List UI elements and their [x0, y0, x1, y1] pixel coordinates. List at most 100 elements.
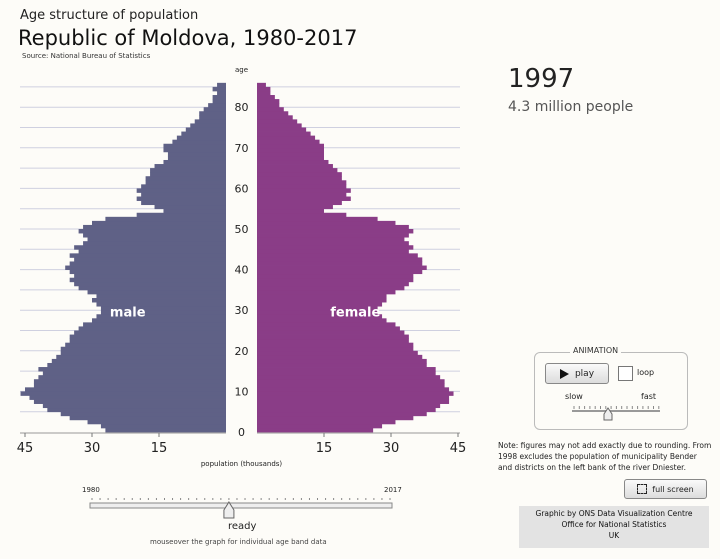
bar-female[interactable] — [257, 123, 302, 128]
bar-male[interactable] — [42, 403, 226, 409]
bar-male[interactable] — [83, 224, 226, 230]
bar-female[interactable] — [257, 180, 347, 185]
bar-male[interactable] — [38, 367, 227, 372]
bar-male[interactable] — [74, 273, 226, 279]
bar-male[interactable] — [69, 277, 227, 283]
bar-male[interactable] — [217, 90, 226, 96]
bar-female[interactable] — [257, 330, 405, 335]
bar-male[interactable] — [33, 383, 226, 388]
bar-male[interactable] — [172, 139, 226, 145]
bar-male[interactable] — [136, 196, 226, 201]
bar-female[interactable] — [257, 90, 271, 96]
bar-female[interactable] — [257, 289, 396, 295]
timeline-slider-thumb[interactable] — [223, 501, 235, 519]
bar-male[interactable] — [167, 151, 226, 157]
bar-female[interactable] — [257, 322, 396, 327]
bar-female[interactable] — [257, 143, 324, 149]
bar-female[interactable] — [257, 176, 342, 181]
bar-female[interactable] — [257, 265, 427, 270]
bar-female[interactable] — [257, 395, 450, 400]
bar-male[interactable] — [74, 330, 226, 335]
bar-female[interactable] — [257, 362, 427, 368]
bar-male[interactable] — [105, 427, 226, 433]
bar-male[interactable] — [87, 419, 227, 425]
bar-female[interactable] — [257, 403, 441, 409]
bar-female[interactable] — [257, 172, 342, 177]
bar-female[interactable] — [257, 192, 347, 197]
bar-female[interactable] — [257, 298, 387, 303]
play-button[interactable]: play — [545, 363, 609, 384]
bar-female[interactable] — [257, 257, 423, 262]
bar-female[interactable] — [257, 423, 383, 429]
bar-male[interactable] — [87, 289, 227, 295]
bar-male[interactable] — [212, 86, 226, 92]
bar-female[interactable] — [257, 383, 445, 388]
bar-female[interactable] — [257, 391, 454, 396]
bar-male[interactable] — [78, 249, 226, 254]
bar-male[interactable] — [74, 245, 226, 250]
bar-female[interactable] — [257, 164, 333, 169]
bar-female[interactable] — [257, 399, 450, 404]
bar-female[interactable] — [257, 367, 436, 372]
bar-male[interactable] — [83, 241, 226, 246]
bar-male[interactable] — [69, 261, 227, 266]
bar-male[interactable] — [154, 164, 226, 169]
bar-male[interactable] — [47, 407, 227, 413]
bar-male[interactable] — [141, 184, 226, 189]
bar-male[interactable] — [163, 147, 226, 153]
bar-male[interactable] — [74, 257, 226, 262]
bar-male[interactable] — [96, 293, 226, 299]
bar-female[interactable] — [257, 358, 427, 364]
bar-female[interactable] — [257, 135, 316, 141]
bar-male[interactable] — [92, 298, 226, 303]
bar-female[interactable] — [257, 375, 441, 380]
bar-female[interactable] — [257, 269, 423, 275]
bar-male[interactable] — [83, 233, 226, 238]
bar-female[interactable] — [257, 82, 266, 88]
bar-female[interactable] — [257, 411, 427, 417]
bar-male[interactable] — [87, 237, 227, 242]
bar-male[interactable] — [136, 188, 226, 193]
bar-female[interactable] — [257, 115, 293, 120]
bar-female[interactable] — [257, 415, 414, 421]
bar-male[interactable] — [69, 269, 227, 275]
bar-male[interactable] — [47, 362, 227, 368]
bar-male[interactable] — [100, 306, 226, 311]
bar-male[interactable] — [78, 229, 226, 234]
bar-male[interactable] — [25, 387, 226, 392]
bar-male[interactable] — [105, 216, 226, 222]
bar-female[interactable] — [257, 184, 347, 189]
bar-female[interactable] — [257, 103, 280, 108]
bar-female[interactable] — [257, 86, 271, 92]
bar-female[interactable] — [257, 310, 378, 315]
bar-male[interactable] — [33, 379, 226, 384]
bar-female[interactable] — [257, 314, 383, 319]
bar-female[interactable] — [257, 326, 400, 331]
bar-male[interactable] — [167, 155, 226, 161]
bar-male[interactable] — [212, 99, 226, 104]
bar-female[interactable] — [257, 371, 436, 376]
bar-male[interactable] — [74, 281, 226, 287]
bar-female[interactable] — [257, 338, 409, 344]
bar-male[interactable] — [96, 302, 226, 307]
bar-male[interactable] — [150, 172, 226, 177]
bar-male[interactable] — [69, 338, 227, 344]
bar-female[interactable] — [257, 253, 418, 258]
speed-slider-thumb[interactable] — [603, 407, 613, 421]
bar-male[interactable] — [141, 192, 226, 197]
bar-male[interactable] — [145, 176, 226, 181]
bar-male[interactable] — [154, 204, 226, 210]
bar-female[interactable] — [257, 285, 405, 291]
bar-male[interactable] — [56, 354, 227, 360]
bar-female[interactable] — [257, 229, 414, 234]
bar-male[interactable] — [20, 391, 227, 396]
bar-male[interactable] — [217, 82, 226, 88]
bar-male[interactable] — [92, 318, 226, 323]
bar-female[interactable] — [257, 131, 311, 137]
bar-female[interactable] — [257, 237, 405, 242]
speed-slider[interactable] — [568, 402, 668, 422]
bar-female[interactable] — [257, 139, 320, 145]
bar-female[interactable] — [257, 261, 423, 266]
bar-female[interactable] — [257, 99, 280, 104]
